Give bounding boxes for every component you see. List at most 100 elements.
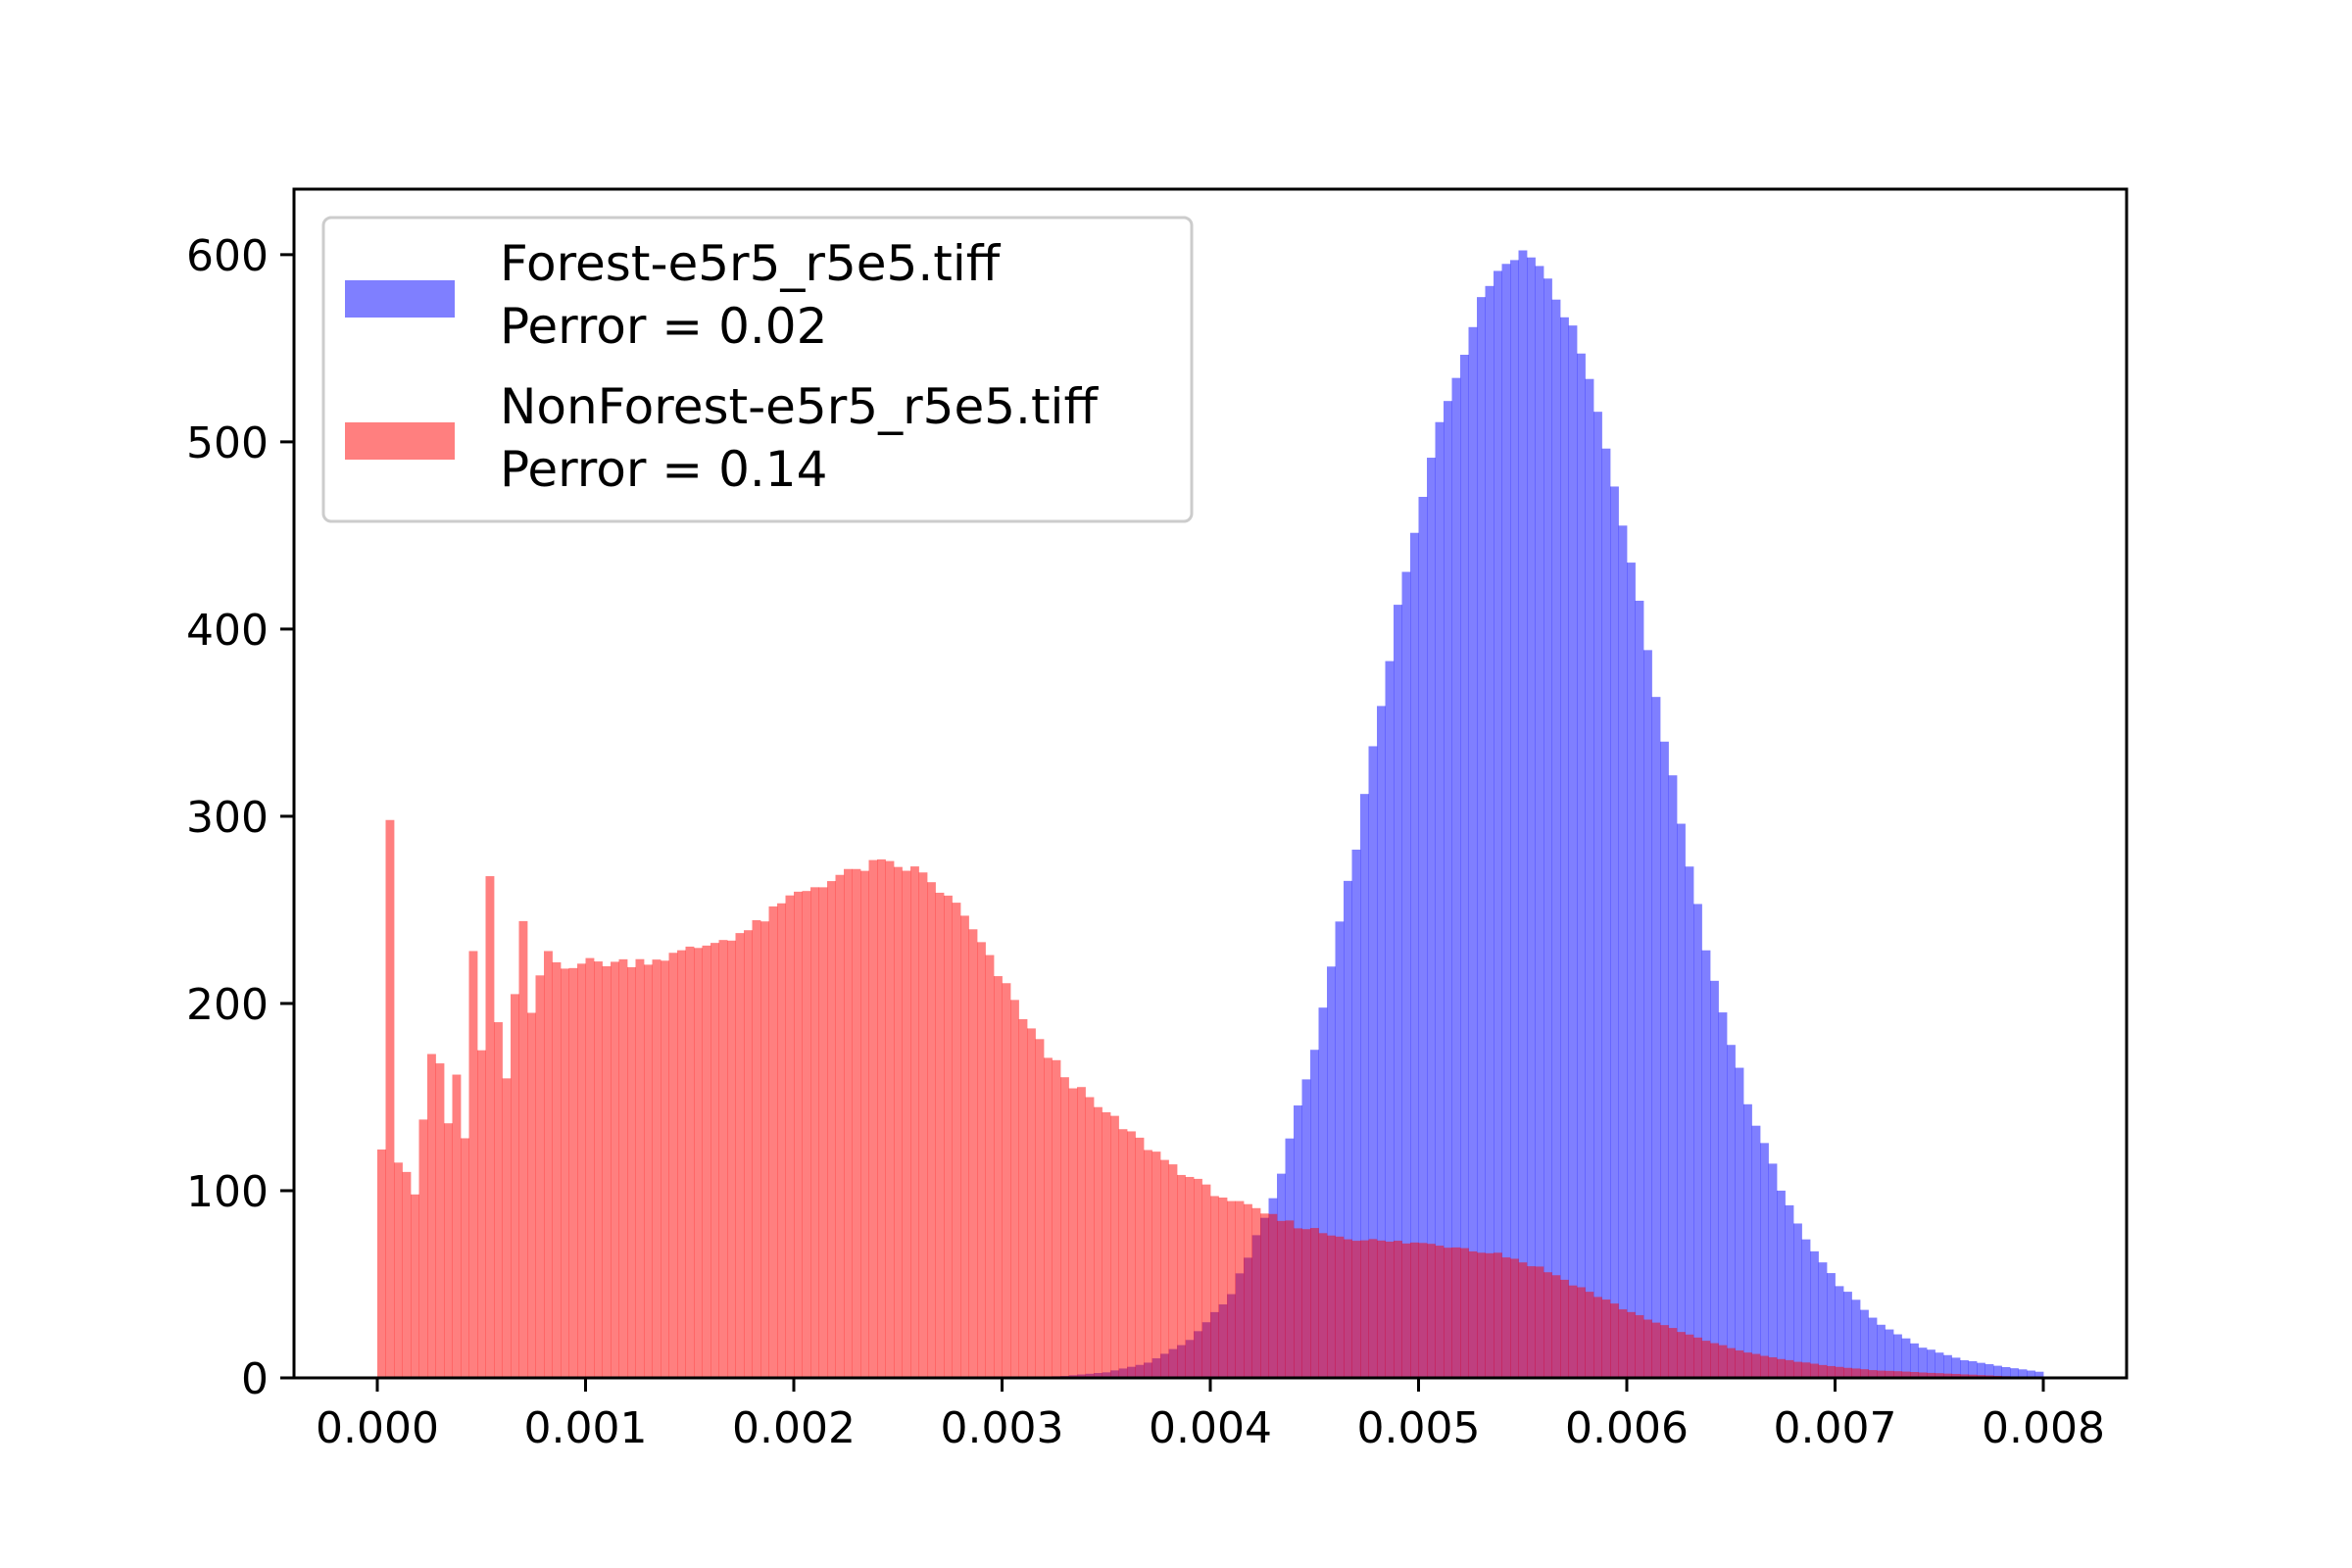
y-tick-label: 100 [186,1167,269,1217]
histogram-bar [1910,1343,1919,1378]
histogram-bar [1660,1325,1669,1378]
x-tick-label: 0.006 [1565,1403,1689,1453]
histogram-bar [1044,1057,1053,1378]
x-tick-label: 0.007 [1774,1403,1897,1453]
histogram-bar [1810,1363,1819,1378]
histogram-bar [1401,1243,1411,1378]
histogram-bar [1910,1372,1919,1378]
histogram-bar [1068,1088,1078,1378]
histogram-bar [1444,1248,1452,1378]
histogram-bar [1227,1200,1236,1378]
histogram-bar [2027,1370,2035,1378]
histogram-bar [2018,1369,2028,1378]
histogram-bar [1518,250,1528,1378]
histogram-bar [1435,1246,1445,1378]
y-axis: 0 100 200 300 400 500 600 [186,231,294,1404]
histogram-bar [1635,600,1644,1378]
histogram-bar [1935,1373,1944,1378]
histogram-bar [744,930,753,1378]
histogram-bar [860,870,869,1378]
histogram-bar [485,876,495,1378]
legend-label-nonforest-perror: Perror = 0.14 [500,441,827,498]
histogram-bar [644,964,653,1378]
histogram-bar [1418,497,1428,1378]
histogram-bar [1593,1297,1602,1378]
y-tick-label: 300 [186,793,269,843]
histogram-bar [1660,741,1669,1378]
histogram-bar [394,1162,403,1378]
histogram-bar [1010,1000,1019,1378]
histogram-bar [1668,775,1678,1378]
histogram-bar [1693,1337,1702,1378]
histogram-bar [1577,353,1586,1378]
histogram-bar [735,933,745,1378]
histogram-bar [1943,1373,1952,1378]
histogram-bar [977,942,986,1378]
histogram-bar [1468,326,1478,1378]
histogram-bar [1285,1220,1295,1378]
histogram-bar [1960,1360,1969,1378]
histogram-bar [910,866,919,1378]
histogram-bar [1277,1220,1286,1378]
histogram-bar [1002,983,1011,1378]
histogram-bar [1668,1328,1678,1378]
histogram-bar [1335,921,1345,1378]
histogram-bar [1027,1028,1036,1378]
histogram-bar [1568,325,1578,1378]
histogram-bar [1868,1370,1878,1378]
histogram-bar [1410,532,1419,1378]
histogram-bar [1301,1229,1311,1378]
histogram-bar [794,891,803,1378]
histogram-bar [544,951,553,1378]
histogram-bar [1918,1348,1928,1378]
histogram-bar [1851,1368,1861,1378]
histogram-bar [1185,1176,1195,1378]
histogram-bar [702,945,711,1378]
histogram-bar [1210,1196,1219,1378]
histogram-bar [802,891,811,1378]
histogram-bar [718,940,728,1378]
histogram-bar [1460,1248,1469,1378]
histogram-bar [894,866,903,1378]
histogram-bar [777,903,786,1378]
histogram-bar [1527,1266,1536,1378]
series-nonforest-bars [377,819,2044,1378]
histogram-bar [594,961,603,1378]
x-tick-label: 0.005 [1357,1403,1481,1453]
y-tick-label: 0 [241,1354,269,1404]
histogram-bar [868,859,878,1378]
histogram-bar [2034,1371,2044,1378]
histogram-bar [1793,1361,1802,1378]
histogram-bar [1394,605,1402,1378]
histogram-bar [1102,1111,1111,1378]
histogram-bar [477,1050,486,1378]
histogram-bar [611,961,619,1378]
histogram-bar [1635,1315,1644,1378]
histogram-bar [1294,1228,1302,1378]
histogram-bar [844,868,853,1378]
histogram-bar [1060,1077,1069,1378]
histogram-bar [1451,377,1461,1378]
histogram-bar [1793,1223,1802,1378]
histogram-bar [1943,1354,1952,1378]
histogram-bar [968,929,978,1378]
histogram-bar [1693,904,1702,1378]
histogram-bar [1727,1045,1736,1378]
histogram-bar [1560,1279,1569,1378]
legend-label-forest-perror: Perror = 0.02 [500,298,827,355]
histogram-bar [1327,1235,1336,1378]
histogram-bar [1568,1285,1578,1378]
histogram-bar [1544,1272,1552,1378]
histogram-bar [1685,866,1694,1378]
histogram-bar [918,872,928,1378]
histogram-bar [944,895,953,1378]
histogram-bar [1385,1241,1395,1378]
histogram-bar [1893,1334,1902,1378]
histogram-bar [1144,1150,1152,1378]
histogram-bar [1360,794,1369,1378]
legend-label-forest-name: Forest-e5r5_r5e5.tiff [500,235,1002,292]
histogram-bar [1201,1184,1211,1378]
legend-label-nonforest-name: NonForest-e5r5_r5e5.tiff [500,378,1099,435]
histogram-bar [1485,1252,1494,1378]
histogram-bar [577,963,586,1378]
